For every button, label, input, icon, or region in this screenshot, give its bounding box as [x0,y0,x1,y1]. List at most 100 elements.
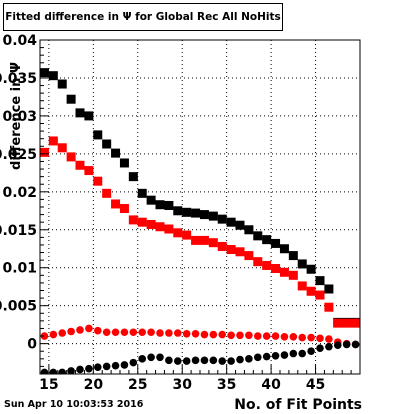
data-point [271,332,280,340]
data-point [93,326,102,335]
data-point [40,68,49,78]
data-point [315,276,325,286]
data-point [279,267,289,277]
data-point [120,361,129,369]
data-point [191,329,200,338]
data-point [289,349,298,358]
data-point [49,368,58,374]
data-point [226,245,236,255]
data-point [218,330,227,339]
data-point [173,329,182,337]
data-point [244,225,254,235]
data-point [315,290,325,300]
data-point [226,217,236,227]
data-point [173,206,183,216]
data-point [84,166,94,176]
data-point [111,199,121,209]
data-point [262,260,272,270]
data-point [262,332,271,340]
chart-title: Fitted difference in Ψ for Global Rec Al… [3,3,283,31]
data-point [199,235,209,245]
data-point [48,136,58,146]
data-point [342,340,351,349]
data-point [236,355,244,364]
x-tick-label: 45 [306,377,325,393]
data-point [351,340,360,349]
data-point [85,364,93,373]
data-point [297,281,307,291]
data-point [49,330,58,339]
data-point [111,361,120,370]
data-point [208,211,218,221]
data-point [307,347,315,356]
data-point [351,318,360,328]
data-point [271,238,281,248]
data-point [76,326,84,334]
data-point [253,231,263,241]
data-point [173,357,182,365]
y-tick-label: 0.015 [0,223,37,239]
data-point [200,330,209,339]
data-point [146,195,156,205]
data-point [111,328,120,337]
data-point [75,108,85,118]
data-point [102,362,111,371]
data-point [75,160,85,170]
data-point [227,331,235,340]
data-point [191,235,201,245]
data-point [164,200,174,210]
data-point [342,318,352,328]
data-point [138,355,147,363]
data-point [182,357,191,365]
x-tick-label: 40 [261,377,281,393]
data-point [316,344,324,352]
data-point [164,224,174,234]
data-point [253,332,262,340]
data-point [253,353,262,362]
data-point [209,330,218,339]
data-point [262,235,272,245]
data-point [165,329,173,337]
data-point [156,353,164,362]
x-tick-label: 15 [39,377,58,393]
data-point [298,333,307,342]
data-point [84,111,94,121]
data-point [120,328,129,337]
x-tick-label: 35 [217,377,236,393]
data-point [129,328,138,337]
data-point [218,357,227,365]
data-point [102,328,111,337]
data-point [58,329,67,337]
data-point [119,158,129,168]
data-point [66,152,76,162]
data-point [236,331,244,340]
data-point [58,368,67,374]
data-point [253,257,263,267]
data-point [57,143,67,153]
plot-frame-bg [40,40,360,374]
data-point [137,188,147,198]
data-point [40,147,49,157]
data-point [147,353,155,362]
data-point [325,342,333,351]
grid-lines [40,40,360,374]
data-point [48,71,58,81]
data-point [288,270,298,280]
x-tick-label: 25 [128,377,147,393]
data-point [128,215,138,225]
data-point [262,352,271,361]
data-point [333,318,343,328]
y-tick-label: 0.005 [0,299,37,315]
data-point [333,341,342,349]
data-point [199,210,209,220]
data-point [245,331,253,340]
data-point [235,220,245,230]
data-point [271,351,280,360]
y-axis-label: difference in Ψ [9,62,24,170]
data-point [67,327,75,336]
y-tick-label: 0.04 [2,33,37,49]
data-point [191,208,201,218]
y-tick-label: 0.02 [2,185,37,201]
data-point [227,357,235,365]
data-point [67,367,75,374]
